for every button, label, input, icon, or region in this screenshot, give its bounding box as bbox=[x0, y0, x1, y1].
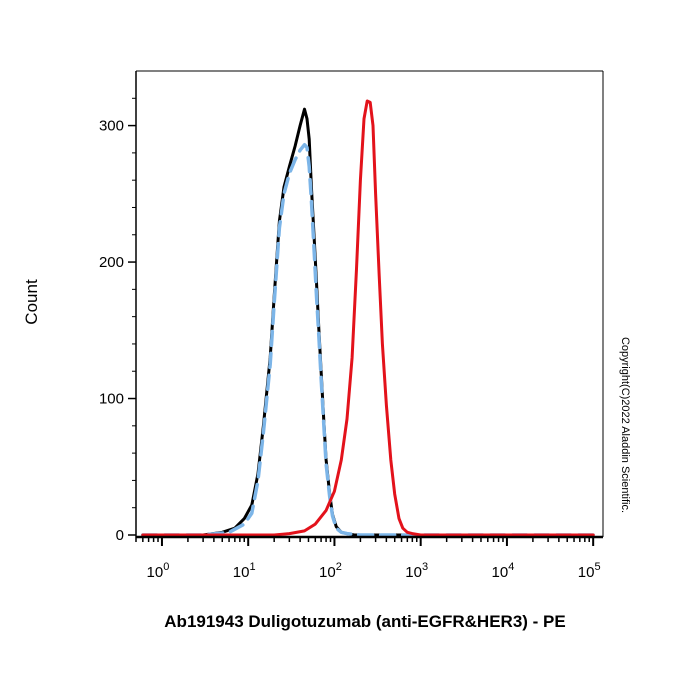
x-tick-label: 103 bbox=[405, 561, 428, 581]
axes-layer bbox=[135, 70, 604, 539]
x-ticks: 100 101 102 103 104 105 bbox=[135, 537, 601, 581]
x-tick-label: 104 bbox=[492, 561, 515, 581]
x-tick-label: 101 bbox=[233, 561, 256, 581]
y-tick-label: 200 bbox=[99, 254, 124, 271]
series-layer bbox=[141, 99, 595, 537]
series-line-3 bbox=[141, 99, 595, 537]
series-line-1 bbox=[141, 107, 595, 537]
y-tick-label: 300 bbox=[99, 118, 124, 135]
y-axis-title: Count bbox=[22, 279, 41, 325]
x-tick-label: 105 bbox=[578, 561, 601, 581]
series-line-2 bbox=[141, 142, 595, 537]
x-axis-title: Ab191943 Duligotuzumab (anti-EGFR&HER3) … bbox=[164, 612, 565, 631]
y-tick-label: 0 bbox=[116, 527, 124, 544]
x-tick-label: 102 bbox=[319, 561, 342, 581]
y-ticks: 0 100 200 300 bbox=[99, 97, 136, 544]
y-tick-label: 100 bbox=[99, 391, 124, 408]
x-tick-label: 100 bbox=[147, 561, 170, 581]
copyright-watermark: Copyright(C)2022 Aladdin Scientific. bbox=[619, 337, 631, 513]
